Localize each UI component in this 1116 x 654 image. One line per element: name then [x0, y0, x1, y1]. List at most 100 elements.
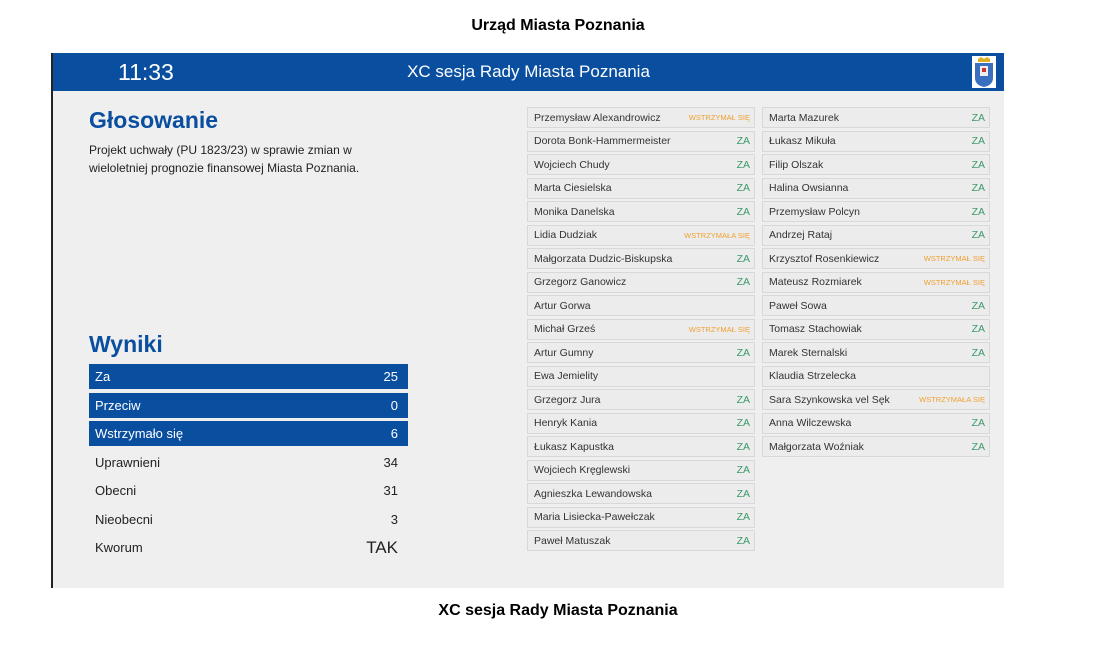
stat-label: Uprawnieni [95, 455, 161, 470]
stat-kworum: Kworum TAK [89, 535, 408, 560]
vote-row: Sara Szynkowska vel Sęk WSTRZYMAŁA SIĘ [762, 389, 990, 410]
councillor-name: Małgorzata Woźniak [769, 440, 864, 453]
votes-list-left: Przemysław Alexandrowicz WSTRZYMAŁ SIĘ Dor… [527, 107, 755, 554]
vote-value: ZA [736, 346, 750, 359]
councillor-name: Małgorzata Dudzic-Biskupska [534, 252, 673, 265]
result-value: 25 [383, 369, 398, 384]
resolution-description: Projekt uchwały (PU 1823/23) w sprawie z… [89, 143, 360, 175]
vote-row: Artur Gorwa [527, 295, 755, 316]
vote-row: Krzysztof Rosenkiewicz WSTRZYMAŁ SIĘ [762, 248, 990, 269]
vote-row: Lidia Dudziak WSTRZYMAŁA SIĘ [527, 224, 755, 246]
vote-value: ZA [736, 440, 750, 453]
councillor-name: Marta Ciesielska [534, 182, 612, 194]
vote-row: Filip Olszak ZA [762, 154, 990, 175]
stat-uprawnieni: Uprawnieni 34 [89, 450, 408, 475]
councillor-name: Grzegorz Ganowicz [534, 276, 627, 288]
stat-label: Obecni [95, 483, 137, 498]
vote-row: Henryk Kania ZA [527, 412, 755, 434]
councillor-name: Paweł Matuszak [534, 534, 611, 547]
councillor-name: Artur Gumny [534, 346, 594, 359]
vote-row: Łukasz Mikuła ZA [762, 130, 990, 152]
result-label: Wstrzymało się [95, 426, 184, 441]
vote-value: ZA [971, 111, 985, 124]
vote-value: ZA [971, 346, 985, 359]
result-label: Za [95, 369, 111, 384]
results-heading: Wyniki [89, 331, 163, 357]
stat-value: 34 [383, 455, 398, 470]
councillor-name: Monika Danelska [534, 205, 615, 218]
stat-label: Nieobecni [95, 512, 153, 527]
caption: XC sesja Rady Miasta Poznania [438, 602, 678, 619]
stat-value: 31 [383, 483, 398, 498]
vote-value: ZA [971, 323, 985, 335]
vote-value: ZA [971, 158, 985, 171]
councillor-name: Wojciech Chudy [534, 158, 610, 171]
vote-value: ZA [736, 182, 750, 194]
councillor-name: Lidia Dudziak [534, 229, 598, 241]
councillor-name: Filip Olszak [769, 158, 824, 171]
vote-row: Agnieszka Lewandowska ZA [527, 483, 755, 504]
vote-value: ZA [971, 417, 985, 429]
vote-row: Andrzej Rataj ZA [762, 224, 990, 246]
vote-value: WSTRZYMAŁ SIĘ [923, 254, 985, 263]
councillor-name: Łukasz Kapustka [534, 440, 614, 453]
stat-value: TAK [366, 537, 398, 557]
vote-row: Michał Grześ WSTRZYMAŁ SIĘ [527, 318, 755, 340]
councillor-name: Przemysław Polcyn [769, 205, 861, 218]
councillor-name: Sara Szynkowska vel Sęk [769, 393, 890, 406]
vote-row: Klaudia Strzelecka [762, 365, 990, 387]
vote-row: Ewa Jemielity [527, 365, 755, 387]
councillor-name: Marta Mazurek [769, 111, 840, 124]
councillor-name: Maria Lisiecka-Pawełczak [534, 511, 655, 523]
councillor-name: Anna Wilczewska [769, 417, 852, 429]
vote-value: ZA [736, 417, 750, 429]
voting-screen: 11:33 XC sesja Rady Miasta Poznania Głos… [51, 53, 1004, 588]
vote-value: ZA [736, 135, 750, 147]
vote-value: ZA [971, 135, 985, 147]
vote-row: Łukasz Kapustka ZA [527, 436, 755, 457]
vote-value: ZA [736, 393, 750, 406]
councillor-name: Agnieszka Lewandowska [534, 487, 652, 500]
vote-value: ZA [971, 182, 985, 194]
vote-value: WSTRZYMAŁA SIĘ [684, 230, 750, 240]
councillor-name: Łukasz Mikuła [769, 135, 836, 147]
result-za: Za 25 [89, 364, 408, 389]
vote-row: Małgorzata Dudzic-Biskupska ZA [527, 248, 755, 269]
stat-label: Kworum [95, 540, 143, 555]
vote-value: ZA [736, 252, 750, 265]
councillor-name: Paweł Sowa [769, 299, 827, 312]
stat-value: 3 [390, 512, 398, 527]
councillor-name: Klaudia Strzelecka [769, 370, 856, 382]
vote-row: Grzegorz Ganowicz ZA [527, 271, 755, 293]
vote-value: ZA [736, 534, 750, 547]
councillor-name: Krzysztof Rosenkiewicz [769, 252, 880, 265]
councillor-name: Andrzej Rataj [769, 229, 833, 241]
councillor-name: Henryk Kania [534, 417, 598, 429]
councillor-name: Dorota Bonk-Hammermeister [534, 135, 671, 147]
result-value: 0 [390, 398, 398, 413]
vote-row: Anna Wilczewska ZA [762, 412, 990, 434]
vote-row: Wojciech Kręglewski ZA [527, 459, 755, 481]
vote-value: ZA [971, 229, 985, 241]
vote-row: Wojciech Chudy ZA [527, 154, 755, 175]
councillor-name: Marek Sternalski [769, 346, 848, 359]
vote-value: ZA [736, 205, 750, 218]
vote-value: ZA [736, 464, 750, 476]
stat-obecni: Obecni 31 [89, 478, 408, 503]
councillor-name: Ewa Jemielity [534, 370, 599, 382]
votes-list-right: Marta Mazurek ZA Łukasz Mikuła ZA Filip Olsz… [762, 107, 990, 460]
councillor-name: Mateusz Rozmiarek [769, 276, 862, 288]
vote-row: Przemysław Alexandrowicz WSTRZYMAŁ SIĘ [527, 107, 755, 128]
councillor-name: Michał Grześ [534, 323, 596, 335]
poznan-crest-icon [972, 56, 996, 88]
vote-row: Dorota Bonk-Hammermeister ZA [527, 130, 755, 152]
vote-row: Monika Danelska ZA [527, 201, 755, 222]
result-label: Przeciw [95, 398, 141, 413]
vote-row: Mateusz Rozmiarek WSTRZYMAŁ SIĘ [762, 271, 990, 293]
councillor-name: Wojciech Kręglewski [534, 464, 631, 476]
vote-value: ZA [736, 511, 750, 523]
councillor-name: Artur Gorwa [534, 299, 591, 312]
vote-value: WSTRZYMAŁA SIĘ [919, 395, 985, 404]
vote-row: Artur Gumny ZA [527, 342, 755, 363]
vote-value: ZA [971, 205, 985, 218]
